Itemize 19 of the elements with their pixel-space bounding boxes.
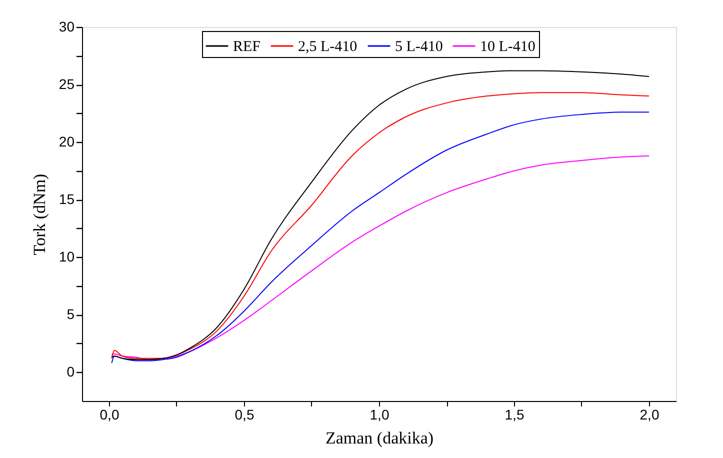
line-series bbox=[111, 155, 650, 360]
y-axis-title: Tork (dNm) bbox=[30, 174, 49, 256]
legend-label: REF bbox=[233, 39, 261, 55]
legend-label: 5 L-410 bbox=[395, 39, 443, 55]
y-tick-label: 10 bbox=[58, 248, 75, 265]
legend-label: 10 L-410 bbox=[480, 39, 536, 55]
x-tick-label: 1,5 bbox=[504, 406, 524, 422]
y-tick-label: 30 bbox=[58, 18, 75, 34]
y-tick-label: 15 bbox=[58, 191, 75, 208]
y-tick-label: 0 bbox=[66, 364, 75, 380]
legend-label: 2,5 L-410 bbox=[298, 39, 358, 55]
x-tick-label: 0,0 bbox=[100, 406, 120, 422]
x-axis-title: Zaman (dakika) bbox=[325, 428, 434, 448]
x-tick-label: 0,5 bbox=[234, 406, 254, 422]
y-tick-label: 20 bbox=[58, 134, 75, 150]
x-tick-label: 2,0 bbox=[640, 406, 660, 422]
x-tick-label: 1,0 bbox=[370, 406, 390, 422]
y-tick-label: 5 bbox=[66, 306, 75, 322]
y-tick-label: 25 bbox=[58, 76, 75, 92]
